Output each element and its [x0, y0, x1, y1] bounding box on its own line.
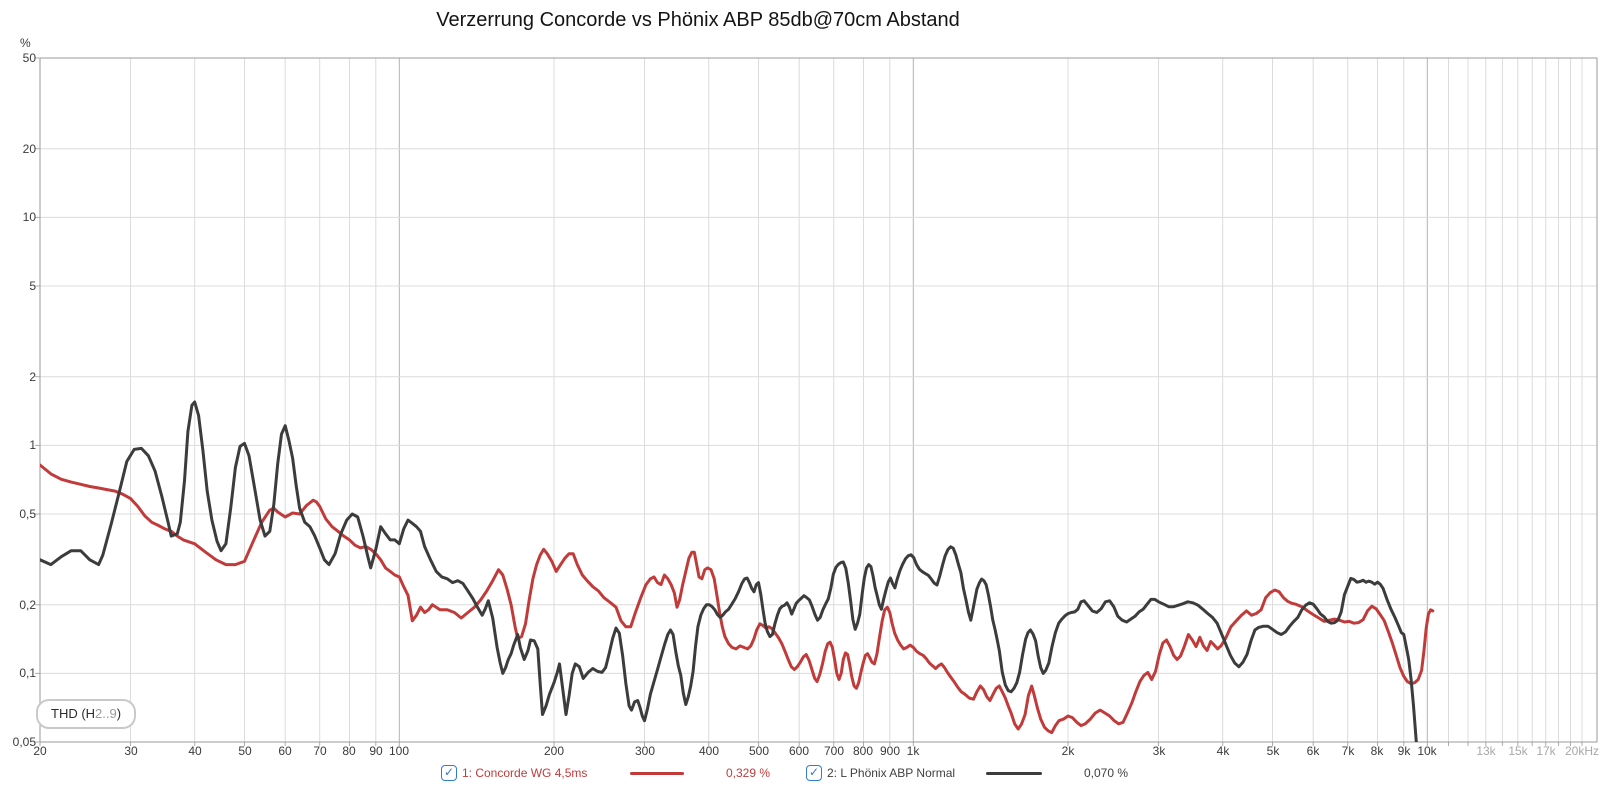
x-tick-label: 700: [823, 744, 845, 758]
x-tick-label: 500: [748, 744, 770, 758]
thd-label-prefix: THD (H: [51, 706, 96, 721]
x-tick-label: 40: [188, 744, 202, 758]
y-tick-label: 0,2: [19, 598, 36, 612]
y-tick-label: 50: [22, 51, 36, 65]
x-tick-label: 8k: [1370, 744, 1384, 758]
x-tick-label: 2k: [1061, 744, 1075, 758]
x-tick-label: 50: [238, 744, 252, 758]
x-tick-label: 17k: [1536, 744, 1556, 758]
y-tick-label: 2: [29, 370, 36, 384]
checkmark-icon: ✓: [808, 765, 820, 779]
x-tick-label: 4k: [1216, 744, 1230, 758]
y-tick-label: 0,05: [12, 735, 36, 749]
x-tick-label: 30: [124, 744, 138, 758]
concorde-thd-curve: [40, 463, 1435, 735]
x-tick-label: 100: [388, 744, 410, 758]
x-tick-label: 13k: [1476, 744, 1496, 758]
chart-title: Verzerrung Concorde vs Phönix ABP 85db@7…: [436, 9, 960, 31]
x-tick-label: 800: [852, 744, 874, 758]
x-tick-label: 400: [698, 744, 720, 758]
x-tick-label: 900: [879, 744, 901, 758]
x-tick-label: 60: [278, 744, 292, 758]
x-tick-label: 7k: [1341, 744, 1355, 758]
x-tick-label: 600: [788, 744, 810, 758]
x-tick-label: 3k: [1152, 744, 1166, 758]
x-tick-label: 300: [634, 744, 656, 758]
x-tick-label: 9k: [1397, 744, 1411, 758]
y-axis-unit-label: %: [20, 36, 31, 50]
legend-label-phoenix: 2: L Phönix ABP Normal: [827, 766, 956, 780]
x-tick-label: 1k: [906, 744, 920, 758]
checkmark-icon: ✓: [443, 765, 455, 779]
x-tick-label: 80: [342, 744, 356, 758]
legend-checkbox-phoenix[interactable]: ✓: [806, 765, 822, 781]
legend-checkbox-concorde[interactable]: ✓: [441, 765, 457, 781]
plot-border: [39, 57, 1598, 743]
y-tick-label: 20: [22, 142, 36, 156]
y-tick-label: 10: [22, 210, 36, 224]
x-tick-label: 6k: [1306, 744, 1320, 758]
x-tick-label: 200: [543, 744, 565, 758]
x-tick-label: 90: [369, 744, 383, 758]
y-tick-label: 0,1: [19, 666, 36, 680]
thd-label-suffix: ): [116, 706, 122, 721]
x-tick-label: 20kHz: [1564, 744, 1599, 758]
x-tick-label: 20: [33, 744, 47, 758]
x-tick-label: 15k: [1508, 744, 1528, 758]
x-tick-label: 70: [313, 744, 327, 758]
phoenix-thd-curve: [40, 400, 1418, 742]
y-tick-label: 5: [29, 279, 36, 293]
thd-harmonics-range: 2..9: [95, 706, 117, 721]
y-tick-label: 1: [29, 438, 36, 452]
legend-line-swatch-concorde: [630, 772, 684, 775]
legend-line-swatch-phoenix: [986, 772, 1042, 775]
x-tick-label: 10k: [1417, 744, 1437, 758]
x-tick-label: 5k: [1266, 744, 1280, 758]
legend-value-concorde: 0,329 %: [726, 766, 771, 780]
legend-label-concorde: 1: Concorde WG 4,5ms: [462, 766, 588, 780]
thd-mode-button[interactable]: THD (H2..9): [36, 699, 137, 729]
legend-value-phoenix: 0,070 %: [1084, 766, 1129, 780]
y-tick-label: 0,5: [19, 507, 36, 521]
